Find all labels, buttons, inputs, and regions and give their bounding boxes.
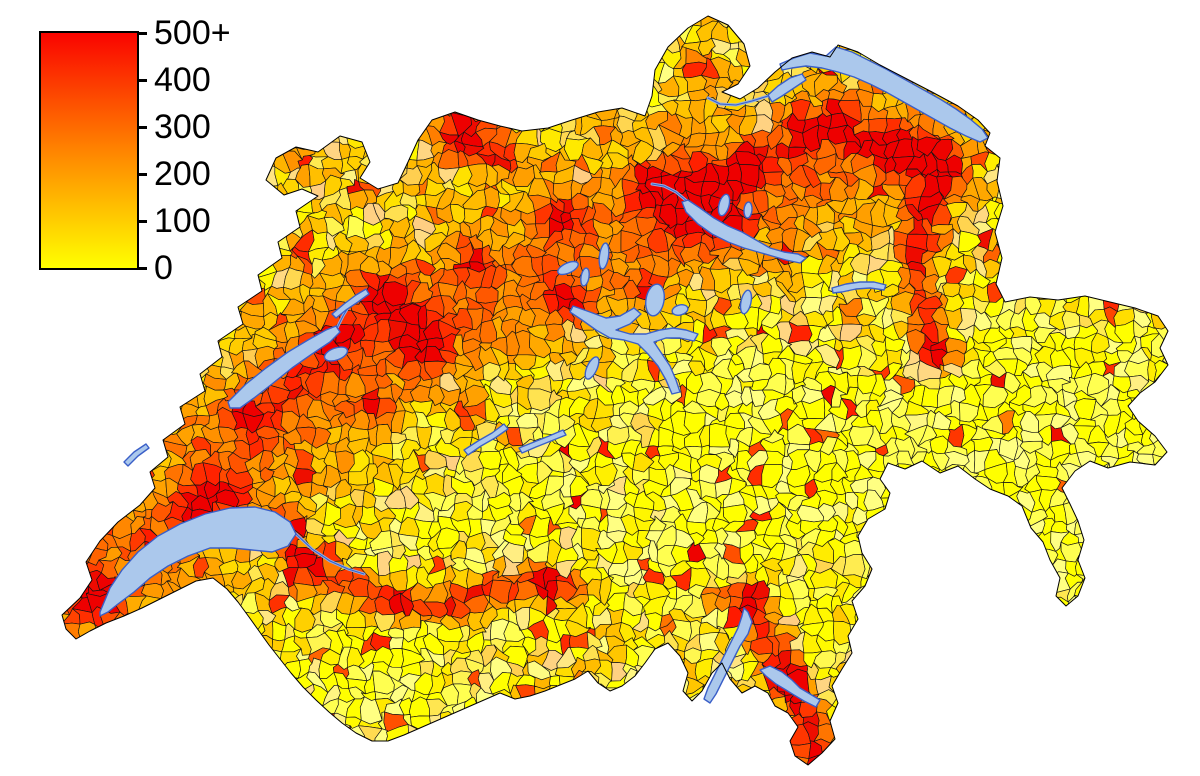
legend-tick-label: 500+: [154, 14, 231, 52]
legend-tick: 200: [137, 157, 211, 191]
country-border: [61, 15, 1169, 766]
lake-sempach: [557, 260, 579, 276]
legend-tick-mark: [137, 125, 147, 129]
lake-lugano: [759, 665, 821, 708]
lake-zurich: [681, 199, 807, 264]
lake-hallwil: [598, 242, 610, 270]
lake-biel: [331, 288, 370, 319]
legend-tick-mark: [137, 31, 147, 35]
lake-geneva: [99, 506, 297, 617]
lake-maggiore: [703, 607, 753, 704]
lake-constance: [779, 46, 989, 143]
legend-tick-mark: [137, 78, 147, 82]
lake-joux: [123, 443, 150, 467]
lake-untersee: [767, 73, 807, 103]
legend-tick: 100: [137, 204, 211, 238]
legend-tick-mark: [137, 266, 147, 270]
lake-sarnen: [584, 356, 600, 380]
legend-tick-label: 0: [154, 249, 173, 287]
legend-tick-label: 400: [154, 61, 211, 99]
legend-tick: 500+: [137, 16, 231, 50]
lake-greifensee: [717, 193, 731, 217]
legend-tick-label: 100: [154, 202, 211, 240]
lake-pfaffikersee: [743, 201, 753, 219]
lake-murten: [323, 346, 349, 362]
lake-zug: [645, 283, 665, 317]
legend-tick: 400: [137, 63, 211, 97]
lake-aegeri: [671, 304, 689, 316]
lake-thun: [463, 423, 509, 456]
lake-baldegg: [580, 267, 590, 287]
legend-gradient-bar: [39, 31, 139, 270]
lake-neuchatel: [227, 325, 341, 409]
legend-tick-label: 300: [154, 108, 211, 146]
legend-tick-label: 200: [154, 155, 211, 193]
lake-walensee: [831, 281, 887, 294]
lake-sihlsee: [739, 289, 753, 315]
legend-tick: 300: [137, 110, 211, 144]
lake-lucerne: [569, 305, 699, 395]
lakes-layer: [99, 46, 989, 708]
legend-tick-mark: [137, 172, 147, 176]
legend-tick: 0: [137, 251, 173, 285]
legend-tick-mark: [137, 219, 147, 223]
lake-brienz: [518, 429, 567, 454]
